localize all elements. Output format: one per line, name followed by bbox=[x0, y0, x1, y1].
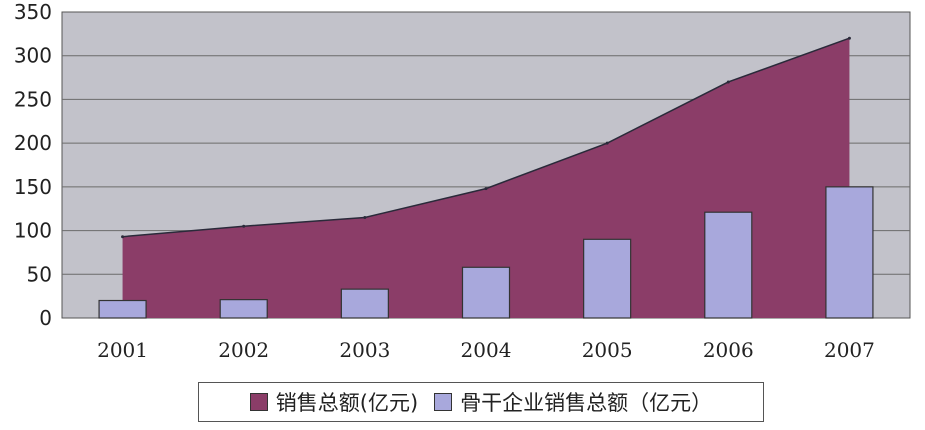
x-tick-label: 2007 bbox=[824, 338, 875, 362]
area-point bbox=[726, 80, 730, 84]
y-tick-label: 300 bbox=[14, 44, 52, 68]
y-tick-label: 0 bbox=[39, 306, 52, 330]
bar bbox=[340, 288, 389, 319]
legend-swatch-area bbox=[249, 393, 268, 411]
area-point bbox=[121, 235, 125, 239]
area-fill bbox=[122, 38, 850, 318]
legend-label-area: 销售总额(亿元) bbox=[275, 391, 419, 415]
y-tick-label: 350 bbox=[14, 0, 52, 24]
legend-label-bar: 骨干企业销售总额（亿元） bbox=[460, 391, 713, 415]
bar bbox=[98, 299, 147, 319]
area-point bbox=[847, 36, 851, 40]
y-tick-label: 200 bbox=[14, 131, 52, 155]
area-point bbox=[484, 187, 488, 191]
bar bbox=[825, 186, 874, 319]
x-tick-label: 2004 bbox=[461, 338, 512, 362]
x-tick-label: 2005 bbox=[582, 338, 633, 362]
y-tick-label: 250 bbox=[14, 87, 52, 111]
legend-item-bar: 骨干企业销售总额（亿元） bbox=[434, 387, 712, 417]
area-series bbox=[121, 36, 851, 318]
axes: 0 50 100 150 200 250 300 350 2001 2002 2003 2004 200… bbox=[14, 0, 875, 362]
bar bbox=[583, 238, 632, 319]
bar bbox=[704, 211, 753, 319]
x-tick-label: 2001 bbox=[97, 338, 148, 362]
legend: 销售总额(亿元) 骨干企业销售总额（亿元） bbox=[198, 382, 764, 422]
x-tick-label: 2006 bbox=[703, 338, 754, 362]
legend-item-area: 销售总额(亿元) bbox=[249, 387, 419, 417]
y-tick-label: 50 bbox=[27, 262, 52, 286]
x-tick-label: 2003 bbox=[339, 338, 390, 362]
area-point bbox=[605, 141, 609, 145]
area-point bbox=[363, 215, 367, 219]
bar-series bbox=[98, 186, 874, 319]
y-tick-label: 150 bbox=[14, 175, 52, 199]
x-tick-label: 2002 bbox=[218, 338, 269, 362]
bar bbox=[461, 266, 511, 319]
area-point bbox=[242, 224, 246, 228]
bar bbox=[219, 299, 268, 319]
legend-swatch-bar bbox=[434, 393, 453, 411]
y-tick-label: 100 bbox=[14, 219, 52, 243]
